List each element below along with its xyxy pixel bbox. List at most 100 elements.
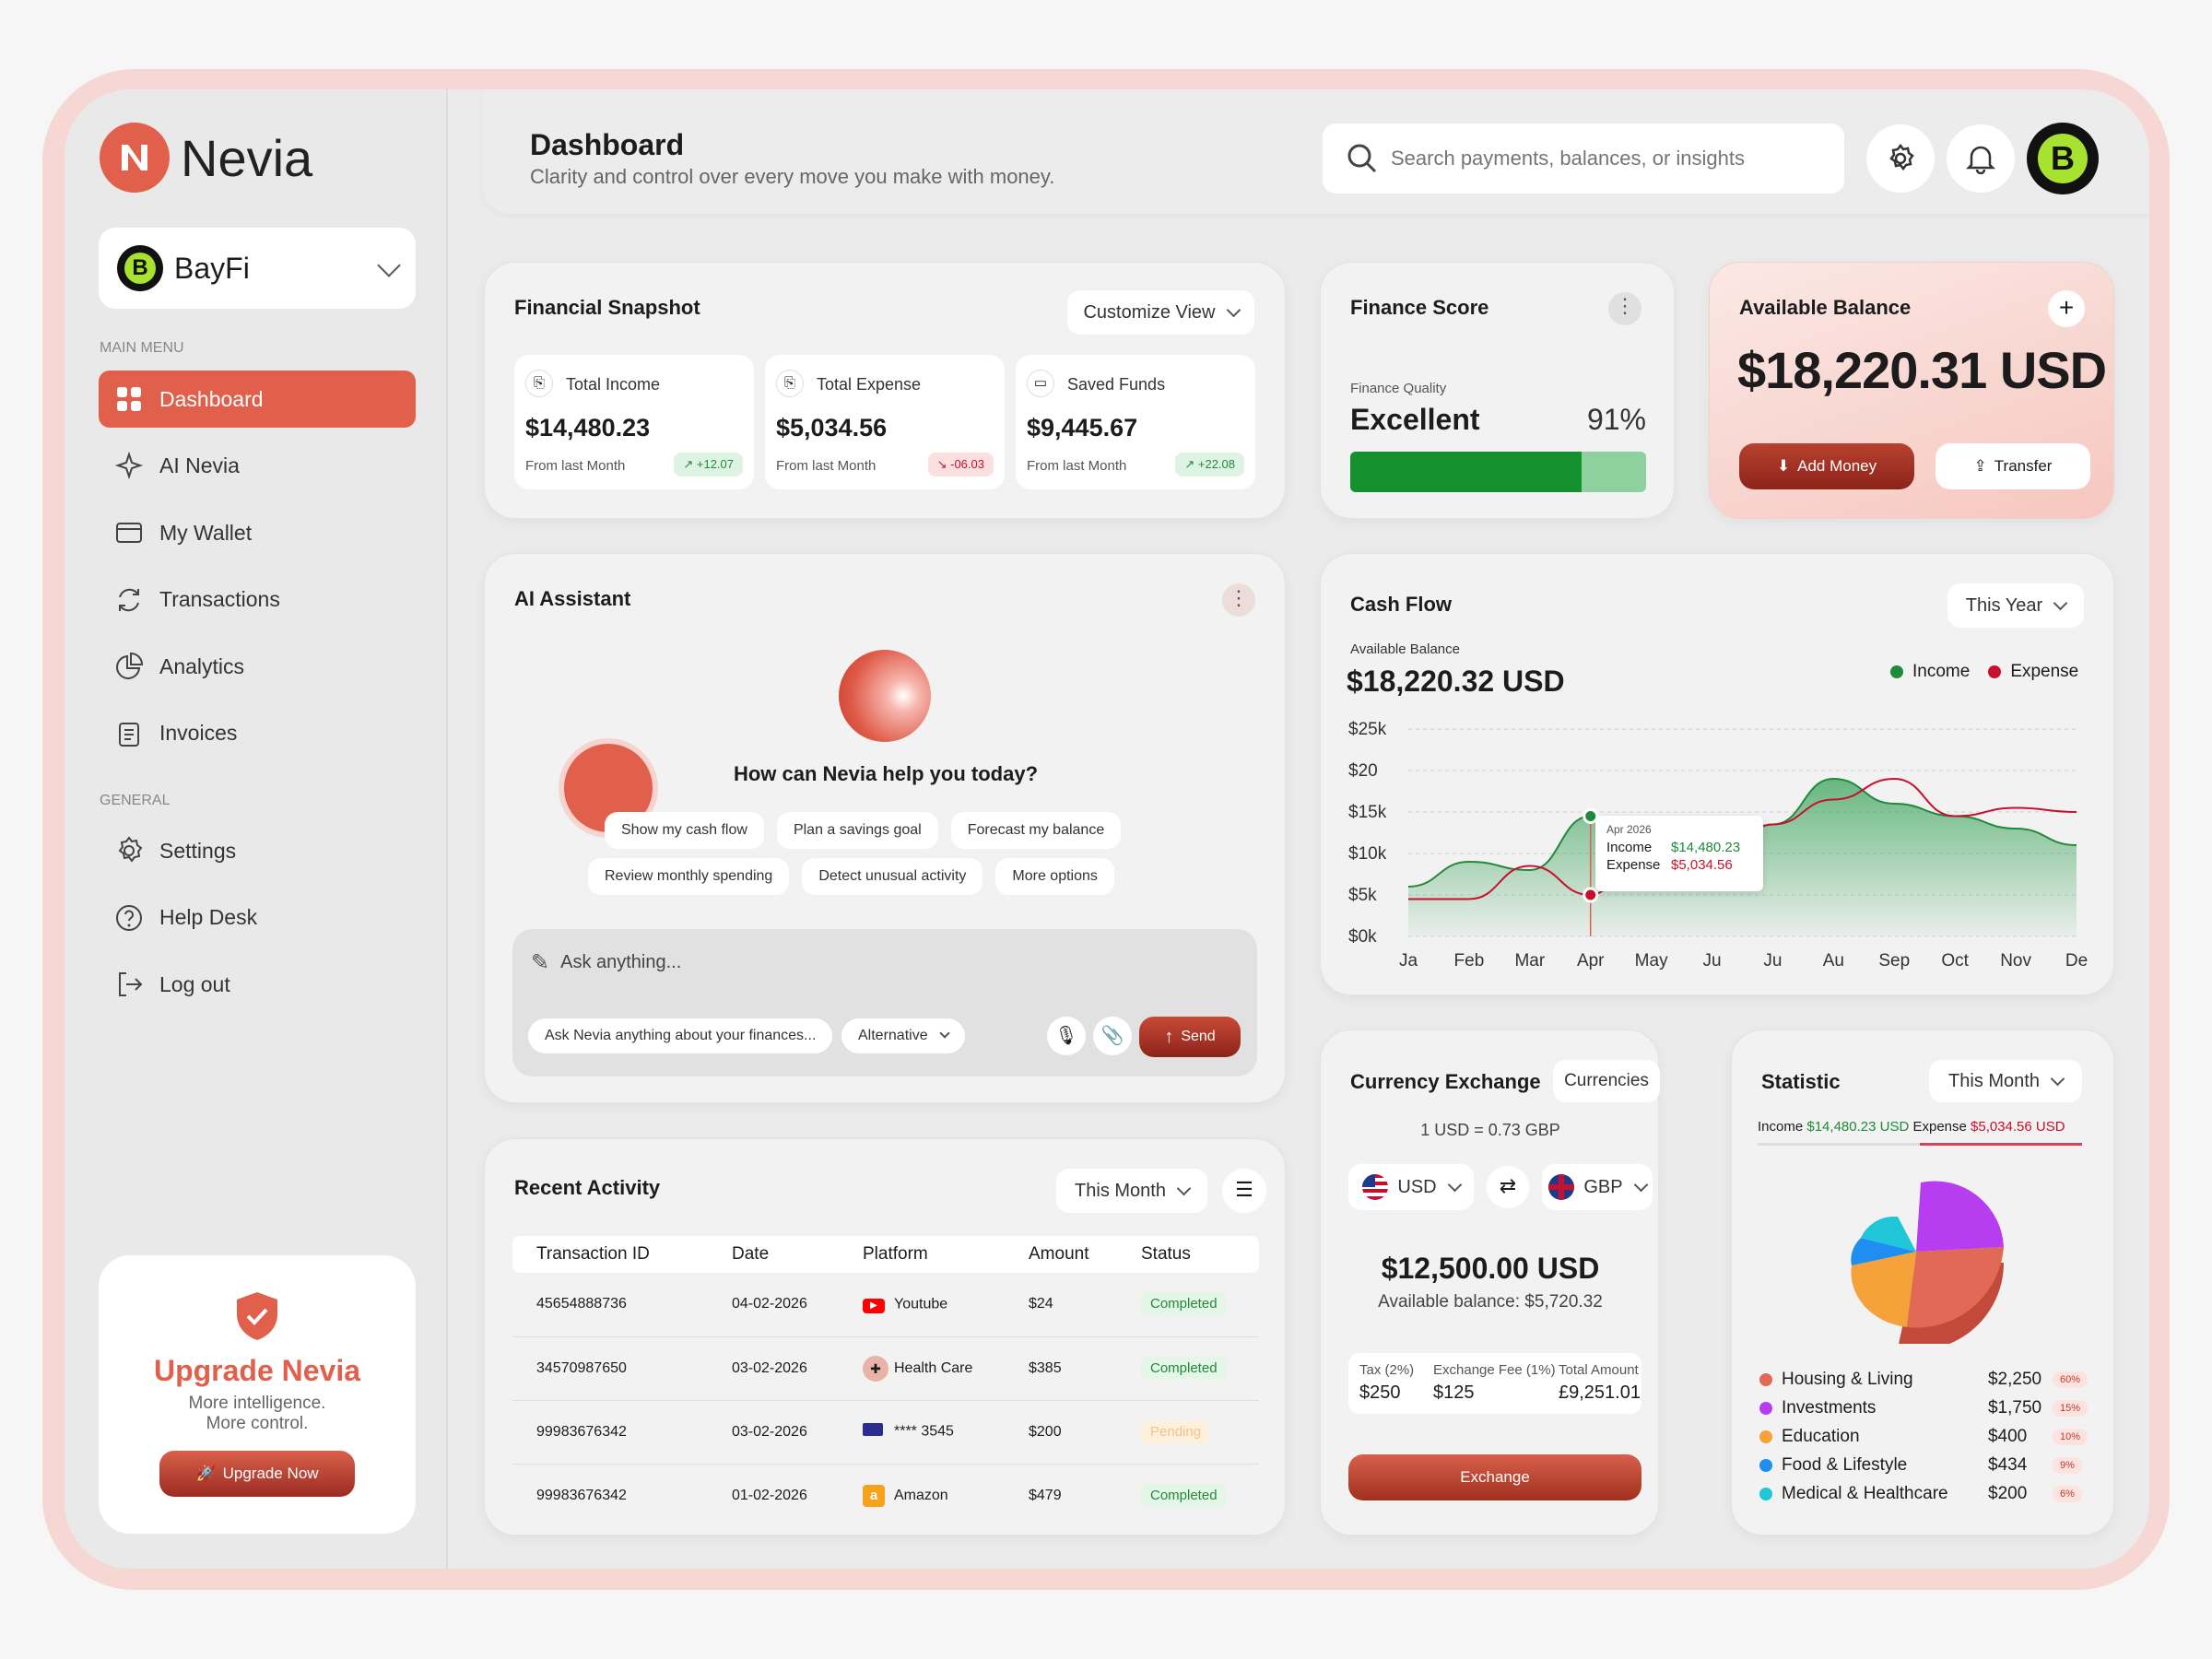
category-dot: [1759, 1372, 1772, 1386]
suggestion-chip-label: Show my cash flow: [621, 822, 747, 838]
gear-icon: [118, 836, 143, 863]
sidebar-item-analytics[interactable]: Analytics: [99, 638, 416, 695]
cash-flow-balance: $18,220.32 USD: [1347, 665, 1565, 698]
snapshot-icon: ▭: [1027, 370, 1054, 397]
search-bar[interactable]: [1323, 124, 1844, 194]
chevron-down-icon: [377, 253, 401, 277]
sidebar-item-ai-nevia[interactable]: AI Nevia: [99, 438, 416, 495]
score-progress-fill: [1350, 452, 1583, 492]
prompt-chip-label: Ask Nevia anything about your finances..…: [545, 1028, 817, 1043]
currency-exchange-card: Currency Exchange Currencies 1 USD = 0.7…: [1320, 1030, 1660, 1535]
status-badge: Pending: [1141, 1419, 1211, 1443]
sidebar-item-label: Settings: [159, 838, 237, 863]
cash-flow-period-dropdown[interactable]: This Year: [1947, 583, 2084, 628]
notifications-button[interactable]: [1947, 124, 2015, 193]
suggestion-chip[interactable]: More options: [995, 858, 1114, 895]
to-currency-dropdown[interactable]: GBP: [1542, 1164, 1653, 1210]
table-row[interactable]: 99983676342 03-02-2026 **** 3545 $200 Pendin…: [512, 1400, 1259, 1464]
activity-period-dropdown[interactable]: This Month: [1056, 1169, 1207, 1213]
category-percent: 6%: [2053, 1485, 2082, 1502]
ask-input-area[interactable]: ✎ Ask anything... Ask Nevia anything abo…: [512, 929, 1257, 1077]
platform-cell: a Amazon: [863, 1464, 1029, 1527]
header: Dashboard Clarity and control over every…: [482, 89, 2149, 214]
from-currency-dropdown[interactable]: USD: [1348, 1164, 1474, 1210]
swap-icon[interactable]: ⇄: [1487, 1166, 1529, 1208]
table-row[interactable]: 99983676342 01-02-2026 a Amazon $479 Complete…: [512, 1464, 1259, 1527]
table-row[interactable]: 34570987650 03-02-2026 ✚ Health Care $385 Com…: [512, 1336, 1259, 1400]
prompt-chip[interactable]: Ask Nevia anything about your finances..…: [528, 1018, 833, 1053]
brand-logo[interactable]: Nevia: [100, 123, 312, 193]
sidebar-item-label: Log out: [159, 971, 230, 996]
column-header[interactable]: Transaction ID: [536, 1244, 650, 1264]
add-icon[interactable]: +: [2048, 290, 2085, 327]
sidebar-item-settings[interactable]: Settings: [99, 822, 416, 879]
x-tick-label: Ju: [1703, 951, 1722, 971]
trend-up-icon: ↗: [683, 457, 697, 471]
paperclip-icon[interactable]: 📎: [1093, 1017, 1132, 1055]
legend-expense-dot: [1988, 665, 2002, 678]
suggestion-chip[interactable]: Show my cash flow: [605, 812, 764, 849]
expense-point[interactable]: [1583, 887, 1599, 903]
workspace-avatar: B: [117, 245, 163, 291]
transaction-date: 03-02-2026: [732, 1423, 807, 1440]
activity-period-label: This Month: [1075, 1180, 1166, 1201]
pie-icon: [116, 652, 144, 679]
finance-score-card: Finance Score ⋮ Finance Quality Excellen…: [1320, 262, 1675, 519]
chevron-down-icon: [2053, 595, 2068, 610]
suggestion-chip[interactable]: Review monthly spending: [588, 858, 790, 895]
snapshot-icon: ⎘: [525, 370, 553, 397]
send-button[interactable]: ↑ Send: [1139, 1017, 1241, 1057]
x-tick-label: Apr: [1577, 951, 1605, 971]
food-slice: [1851, 1238, 1916, 1265]
sidebar-item-invoices[interactable]: Invoices: [99, 705, 416, 762]
column-header[interactable]: Status: [1141, 1244, 1191, 1264]
transaction-amount: $479: [1029, 1487, 1062, 1503]
search-input[interactable]: [1391, 147, 1815, 171]
upgrade-title: Upgrade Nevia: [153, 1354, 361, 1387]
sidebar-item-help-desk[interactable]: Help Desk: [99, 889, 416, 947]
ask-input-placeholder[interactable]: Ask anything...: [560, 952, 682, 972]
upgrade-button[interactable]: 🚀 Upgrade Now: [159, 1451, 355, 1497]
column-header[interactable]: Date: [732, 1244, 770, 1264]
statistic-period-label: This Month: [1948, 1070, 2040, 1091]
user-avatar[interactable]: B: [2027, 123, 2099, 194]
currencies-tab[interactable]: Currencies: [1553, 1060, 1660, 1102]
add-money-button[interactable]: ⬇ Add Money: [1739, 443, 1914, 489]
customize-view-dropdown[interactable]: Customize View: [1067, 290, 1254, 335]
table-header: [512, 1236, 1259, 1273]
suggestion-chip[interactable]: Forecast my balance: [950, 812, 1122, 849]
more-icon[interactable]: ⋮: [1608, 292, 1641, 325]
status-badge: Completed: [1141, 1356, 1227, 1380]
column-header[interactable]: Platform: [863, 1244, 928, 1264]
snapshot-value: $9,445.67: [1027, 414, 1138, 441]
transaction-id: 99983676342: [536, 1423, 627, 1440]
microphone-icon[interactable]: 🎙: [1047, 1017, 1086, 1055]
mode-dropdown[interactable]: Alternative: [841, 1018, 965, 1053]
column-header[interactable]: Amount: [1029, 1244, 1089, 1264]
sidebar-item-transactions[interactable]: Transactions: [99, 571, 416, 629]
x-tick-label: Feb: [1454, 951, 1485, 971]
tooltip-date: Apr 2026: [1606, 823, 1652, 836]
table-row[interactable]: 45654888736 04-02-2026 ▶ Youtube $24 Complete…: [512, 1273, 1259, 1336]
x-tick-label: May: [1635, 951, 1668, 971]
exchange-button[interactable]: Exchange: [1348, 1454, 1641, 1500]
page-subtitle: Clarity and control over every move you …: [530, 165, 1055, 188]
sidebar-item-log-out[interactable]: Log out: [99, 956, 416, 1013]
sidebar-item-my-wallet[interactable]: My Wallet: [99, 504, 416, 561]
settings-button[interactable]: [1866, 124, 1935, 193]
uk-flag-icon: [1548, 1174, 1575, 1200]
total-label: Total Amount: [1559, 1362, 1639, 1378]
sidebar-item-label: Analytics: [159, 653, 245, 678]
filter-icon[interactable]: ☰: [1222, 1169, 1266, 1213]
transfer-label: Transfer: [1994, 457, 2053, 475]
sidebar-item-dashboard[interactable]: Dashboard: [99, 371, 416, 428]
transfer-button[interactable]: ⇪ Transfer: [1936, 443, 2090, 489]
cash-flow-title: Cash Flow: [1350, 593, 1453, 616]
education-slice: [1851, 1252, 1916, 1327]
workspace-selector[interactable]: B BayFi: [99, 228, 416, 309]
suggestion-chip[interactable]: Detect unusual activity: [802, 858, 983, 895]
more-icon[interactable]: ⋮: [1222, 583, 1255, 617]
suggestion-chip[interactable]: Plan a savings goal: [776, 812, 938, 849]
statistic-period-dropdown[interactable]: This Month: [1929, 1060, 2082, 1102]
cash-flow-period-label: This Year: [1965, 594, 2043, 616]
